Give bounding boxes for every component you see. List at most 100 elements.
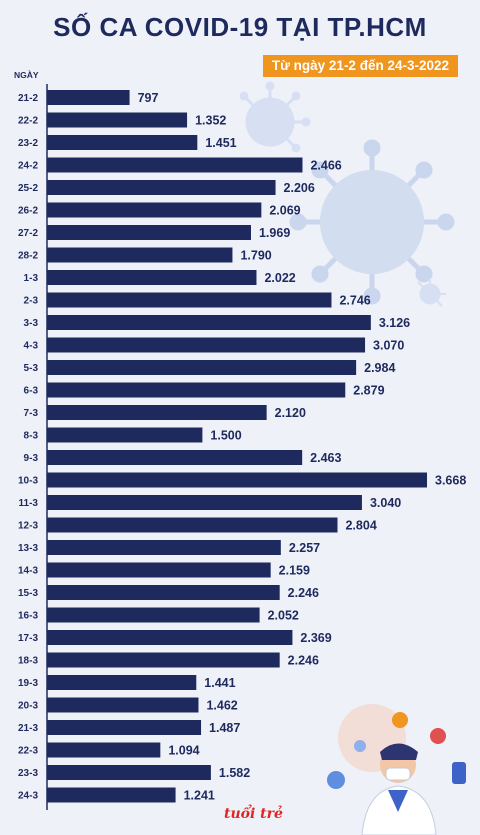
data-label: 2.463 <box>310 451 341 465</box>
virus-illustration-small <box>239 81 311 153</box>
category-label: 27-2 <box>18 228 38 239</box>
bar <box>47 292 332 308</box>
category-label: 24-3 <box>18 791 38 802</box>
category-label: 11-3 <box>19 498 39 509</box>
category-label: 17-3 <box>18 633 38 644</box>
category-label: 23-3 <box>18 768 38 779</box>
bar <box>47 135 198 150</box>
data-label: 1.352 <box>195 114 226 128</box>
bar <box>47 360 357 375</box>
data-label: 2.369 <box>300 631 331 645</box>
category-label: 24-2 <box>18 161 38 172</box>
bar <box>47 405 267 420</box>
doctor-illustration <box>327 704 466 835</box>
data-label: 1.241 <box>184 789 215 803</box>
bar <box>47 450 303 465</box>
bar <box>47 517 338 533</box>
category-label: 22-3 <box>18 746 38 757</box>
category-label: 7-3 <box>24 408 39 419</box>
virus-illustration-large <box>289 139 455 305</box>
category-label: 5-3 <box>24 363 39 374</box>
data-label: 3.126 <box>379 316 410 330</box>
bar <box>47 90 130 105</box>
data-label: 797 <box>138 91 159 105</box>
category-label: 6-3 <box>24 386 39 397</box>
data-label: 3.070 <box>373 339 404 353</box>
category-label: 28-2 <box>18 251 38 262</box>
data-label: 1.487 <box>209 721 240 735</box>
bar <box>47 315 371 330</box>
bar <box>47 562 271 578</box>
data-label: 1.790 <box>240 249 271 263</box>
data-label: 2.069 <box>269 204 300 218</box>
data-label: 2.879 <box>353 384 384 398</box>
data-label: 1.451 <box>205 136 236 150</box>
bar <box>47 157 303 173</box>
virus-illustration-tiny <box>417 278 446 307</box>
category-label: 12-3 <box>18 521 38 532</box>
y-axis-label: NGÀY <box>14 70 39 80</box>
bar <box>47 225 251 240</box>
data-label: 2.246 <box>288 586 319 600</box>
category-label: 21-3 <box>18 723 38 734</box>
data-label: 2.257 <box>289 541 320 555</box>
data-label: 3.668 <box>435 474 466 488</box>
data-label: 1.094 <box>168 744 199 758</box>
data-label: 1.582 <box>219 766 250 780</box>
bar <box>47 472 427 488</box>
category-label: 26-2 <box>18 206 38 217</box>
bar <box>47 630 293 645</box>
data-label: 2.052 <box>268 609 299 623</box>
category-label: 22-2 <box>18 116 38 127</box>
category-label: 16-3 <box>18 611 38 622</box>
bar <box>47 765 211 780</box>
bar <box>47 652 280 668</box>
data-label: 2.466 <box>310 159 341 173</box>
category-label: 15-3 <box>18 588 38 599</box>
category-label: 19-3 <box>18 678 38 689</box>
category-label: 23-2 <box>18 138 38 149</box>
data-label: 2.159 <box>279 564 310 578</box>
category-label: 14-3 <box>18 566 38 577</box>
bar <box>47 495 362 510</box>
data-label: 2.246 <box>288 654 319 668</box>
category-label: 2-3 <box>24 296 39 307</box>
bar <box>47 697 199 713</box>
bar <box>47 720 202 735</box>
bar <box>47 585 280 600</box>
bar <box>47 270 257 285</box>
category-label: 3-3 <box>24 318 39 329</box>
data-label: 2.746 <box>339 294 370 308</box>
bar <box>47 180 276 195</box>
category-label: 4-3 <box>24 341 39 352</box>
data-label: 2.984 <box>364 361 395 375</box>
bar <box>47 337 366 353</box>
category-label: 20-3 <box>18 701 38 712</box>
bar <box>47 540 281 555</box>
bar <box>47 382 346 398</box>
data-label: 1.969 <box>259 226 290 240</box>
data-label: 2.804 <box>345 519 376 533</box>
data-label: 1.462 <box>206 699 237 713</box>
data-label: 2.206 <box>284 181 315 195</box>
bar <box>47 112 188 128</box>
chart-subtitle: Từ ngày 21-2 đến 24-3-2022 <box>262 55 458 77</box>
data-label: 2.120 <box>275 406 306 420</box>
bar <box>47 787 176 803</box>
category-label: 18-3 <box>18 656 38 667</box>
bar <box>47 675 197 690</box>
category-label: 9-3 <box>24 453 39 464</box>
category-label: 25-2 <box>18 183 38 194</box>
category-label: 10-3 <box>18 476 38 487</box>
bar <box>47 742 161 758</box>
bar <box>47 247 233 263</box>
bar <box>47 427 203 443</box>
category-label: 21-2 <box>18 93 38 104</box>
category-label: 13-3 <box>18 543 38 554</box>
data-label: 3.040 <box>370 496 401 510</box>
data-label: 1.441 <box>204 676 235 690</box>
data-label: 1.500 <box>210 429 241 443</box>
data-label: 2.022 <box>264 271 295 285</box>
